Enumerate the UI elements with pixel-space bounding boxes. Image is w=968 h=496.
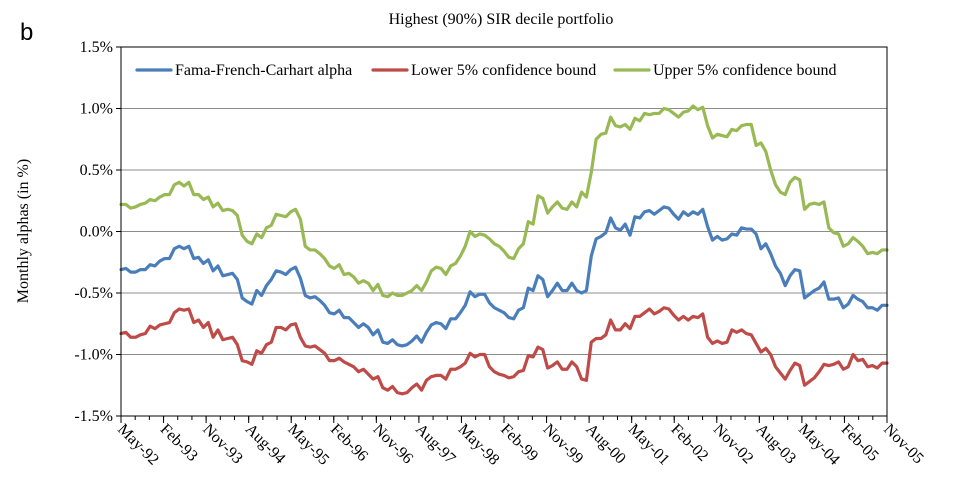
series-lines	[119, 104, 889, 396]
series-line-3	[119, 104, 889, 299]
chart-title: Highest (90%) SIR decile portfolio	[389, 11, 614, 28]
legend: Fama-French-Carhart alpha Lower 5% confid…	[135, 62, 837, 79]
x-tick-label: May-04	[795, 421, 843, 469]
x-tick-label: Aug-00	[582, 421, 629, 468]
x-tick-label: Aug-94	[242, 421, 289, 468]
x-tick-label: Aug-97	[412, 421, 459, 468]
x-tick-label: Feb-02	[667, 421, 711, 465]
y-tick-label: -1.0%	[74, 347, 113, 364]
y-tick-label: 1.5%	[80, 39, 113, 56]
x-tick-label: Nov-02	[710, 421, 757, 468]
legend-label: Upper 5% confidence bound	[653, 62, 837, 79]
y-tick-label: 0.0%	[80, 224, 113, 241]
y-tick-label: -0.5%	[74, 285, 113, 302]
x-tick-label: Nov-05	[880, 421, 927, 468]
x-tick-label: Feb-93	[157, 421, 201, 465]
x-tick-label: May-98	[455, 421, 503, 469]
x-tick-label: Nov-96	[370, 421, 417, 468]
legend-label: Lower 5% confidence bound	[411, 62, 596, 79]
x-tick-label: May-92	[114, 421, 162, 469]
y-tick-label: 1.0%	[80, 101, 113, 118]
series-line-1	[119, 205, 889, 348]
panel-label: b	[20, 19, 33, 46]
x-axis-ticks: May-92Feb-93Nov-93Aug-94May-95Feb-96Nov-…	[114, 416, 927, 469]
x-tick-label: Nov-99	[540, 421, 587, 468]
x-tick-label: May-01	[625, 421, 673, 469]
legend-label: Fama-French-Carhart alpha	[175, 62, 352, 79]
x-tick-label: Feb-96	[327, 421, 371, 465]
x-tick-label: May-95	[284, 421, 332, 469]
y-axis-ticks: -1.5% -1.0% -0.5% 0.0% 0.5% 1.0% 1.5%	[74, 39, 121, 425]
y-tick-label: 0.5%	[80, 162, 113, 179]
y-axis-label: Monthly alphas (in %)	[15, 159, 32, 303]
x-tick-label: Feb-99	[497, 421, 541, 465]
x-tick-label: Aug-03	[753, 421, 800, 468]
x-tick-label: Nov-93	[199, 421, 246, 468]
gridlines	[121, 108, 887, 355]
x-tick-label: Feb-05	[838, 421, 882, 465]
plot-area-border	[120, 46, 888, 417]
series-line-2	[119, 306, 889, 396]
y-tick-label: -1.5%	[74, 408, 113, 425]
